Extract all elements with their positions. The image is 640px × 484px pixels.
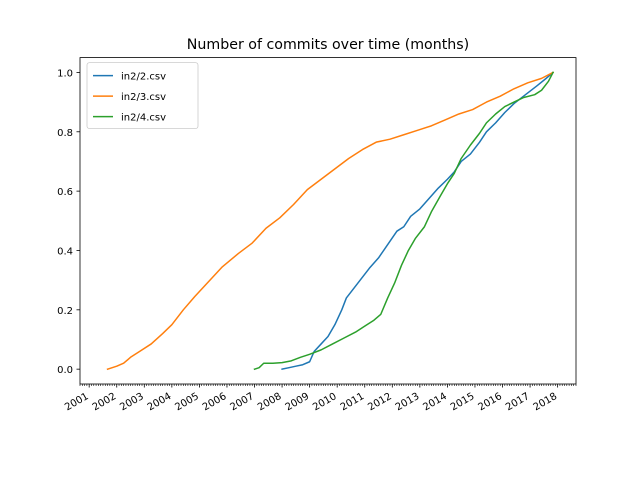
y-tick-label: 0.6 — [57, 187, 73, 198]
legend-label-1: in2/2.csv — [121, 72, 166, 83]
y-tick-label: 0.0 — [57, 365, 73, 376]
chart-title: Number of commits over time (months) — [187, 37, 469, 53]
series-line-1 — [281, 71, 555, 371]
legend-box — [86, 62, 199, 129]
legend-label-3: in2/4.csv — [121, 113, 166, 124]
y-tick-label: 0.8 — [57, 128, 73, 139]
series-lines — [106, 71, 555, 371]
series-line-2 — [106, 71, 555, 371]
y-tick-label: 0.2 — [57, 306, 73, 317]
legend: in2/2.csv in2/3.csv in2/4.csv — [86, 62, 199, 129]
y-tick-label: 1.0 — [57, 68, 73, 79]
y-axis: 0.0 0.2 0.4 0.6 0.8 1.0 — [57, 68, 80, 376]
legend-label-2: in2/3.csv — [121, 92, 166, 103]
y-tick-label: 0.4 — [57, 246, 73, 257]
series-line-3 — [253, 71, 555, 371]
